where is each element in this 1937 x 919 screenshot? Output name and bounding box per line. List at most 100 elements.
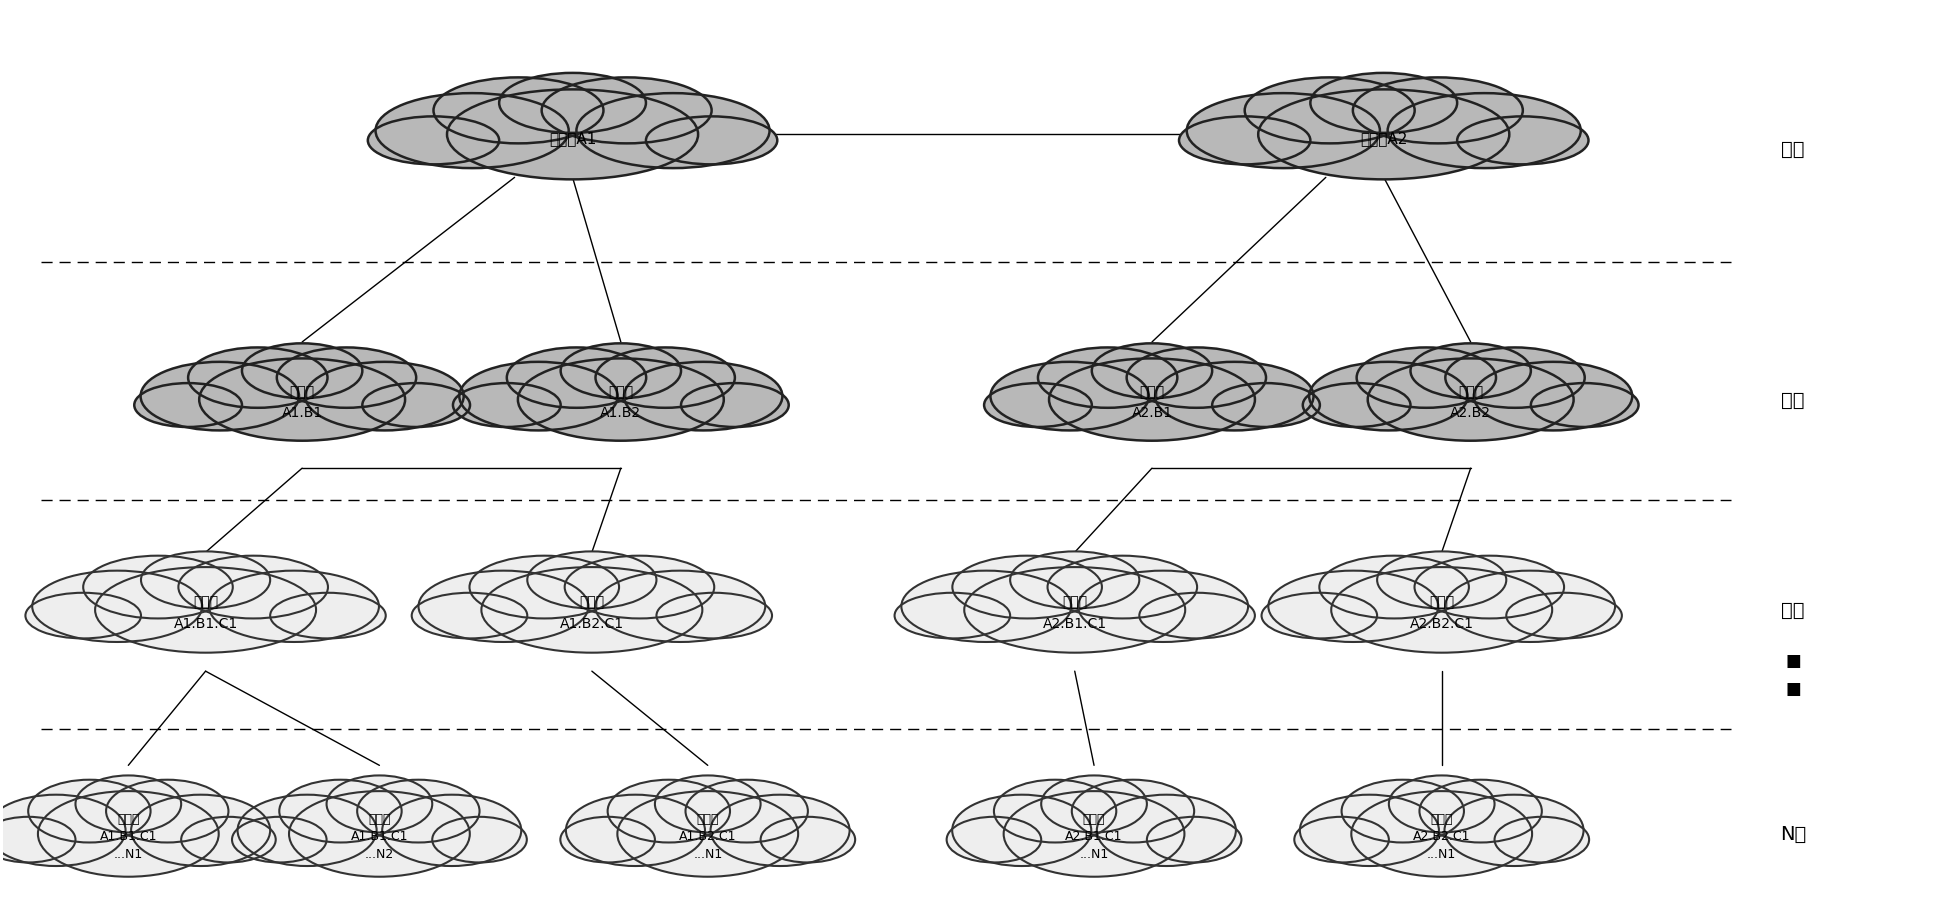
Ellipse shape bbox=[953, 556, 1102, 618]
Ellipse shape bbox=[141, 362, 298, 431]
Ellipse shape bbox=[500, 74, 645, 134]
Ellipse shape bbox=[200, 359, 405, 441]
Ellipse shape bbox=[560, 344, 682, 399]
Ellipse shape bbox=[178, 556, 327, 618]
Text: A2.B1.C1: A2.B1.C1 bbox=[1065, 829, 1123, 842]
Ellipse shape bbox=[432, 817, 527, 863]
Ellipse shape bbox=[994, 780, 1116, 843]
Text: A1.B2.C1: A1.B2.C1 bbox=[680, 829, 736, 842]
Ellipse shape bbox=[595, 348, 734, 408]
Text: A2.B2.C1: A2.B2.C1 bbox=[1410, 616, 1474, 630]
Ellipse shape bbox=[1092, 344, 1213, 399]
Ellipse shape bbox=[362, 384, 471, 427]
Ellipse shape bbox=[1038, 348, 1178, 408]
Ellipse shape bbox=[76, 776, 182, 833]
Ellipse shape bbox=[1042, 776, 1147, 833]
Ellipse shape bbox=[1387, 94, 1581, 169]
Text: 寻址域: 寻址域 bbox=[1430, 811, 1453, 825]
Ellipse shape bbox=[242, 344, 362, 399]
Ellipse shape bbox=[95, 567, 316, 653]
Ellipse shape bbox=[1213, 384, 1319, 427]
Ellipse shape bbox=[134, 384, 242, 427]
Ellipse shape bbox=[1096, 795, 1236, 866]
Ellipse shape bbox=[566, 795, 705, 866]
Ellipse shape bbox=[209, 571, 380, 642]
Ellipse shape bbox=[1187, 94, 1379, 169]
Text: 寻址域: 寻址域 bbox=[368, 811, 391, 825]
Text: 寻址域A1: 寻址域A1 bbox=[548, 131, 597, 146]
Ellipse shape bbox=[356, 780, 480, 843]
Ellipse shape bbox=[132, 795, 269, 866]
Text: 二级: 二级 bbox=[1782, 391, 1805, 410]
Ellipse shape bbox=[188, 348, 327, 408]
Ellipse shape bbox=[1154, 362, 1313, 431]
Ellipse shape bbox=[83, 556, 232, 618]
Text: A1.B1.C1: A1.B1.C1 bbox=[351, 829, 409, 842]
Text: A1.B1.C1: A1.B1.C1 bbox=[174, 616, 238, 630]
Ellipse shape bbox=[761, 817, 854, 863]
Text: 寻址域: 寻址域 bbox=[1083, 811, 1106, 825]
Ellipse shape bbox=[1071, 780, 1195, 843]
Ellipse shape bbox=[418, 571, 589, 642]
Text: N级: N级 bbox=[1780, 824, 1807, 844]
Ellipse shape bbox=[984, 384, 1092, 427]
Ellipse shape bbox=[1139, 593, 1255, 639]
Ellipse shape bbox=[1410, 344, 1530, 399]
Ellipse shape bbox=[453, 384, 560, 427]
Ellipse shape bbox=[1309, 362, 1468, 431]
Ellipse shape bbox=[1377, 551, 1507, 608]
Ellipse shape bbox=[1261, 593, 1377, 639]
Text: 寻址域: 寻址域 bbox=[579, 595, 604, 608]
Ellipse shape bbox=[469, 556, 620, 618]
Ellipse shape bbox=[25, 593, 141, 639]
Ellipse shape bbox=[368, 118, 500, 165]
Text: ■: ■ bbox=[1786, 652, 1801, 669]
Ellipse shape bbox=[1259, 90, 1509, 180]
Ellipse shape bbox=[413, 593, 527, 639]
Ellipse shape bbox=[517, 359, 724, 441]
Ellipse shape bbox=[1356, 348, 1495, 408]
Ellipse shape bbox=[1294, 817, 1389, 863]
Ellipse shape bbox=[1414, 556, 1563, 618]
Ellipse shape bbox=[990, 362, 1149, 431]
Ellipse shape bbox=[1457, 118, 1588, 165]
Ellipse shape bbox=[965, 567, 1185, 653]
Text: A2.B2: A2.B2 bbox=[1451, 405, 1491, 419]
Ellipse shape bbox=[1342, 780, 1464, 843]
Ellipse shape bbox=[1269, 571, 1439, 642]
Text: 寻址域: 寻址域 bbox=[608, 385, 633, 399]
Text: A1.B1: A1.B1 bbox=[281, 405, 323, 419]
Text: 一级: 一级 bbox=[1782, 140, 1805, 158]
Ellipse shape bbox=[306, 362, 463, 431]
Ellipse shape bbox=[327, 776, 432, 833]
Ellipse shape bbox=[1050, 359, 1255, 441]
Ellipse shape bbox=[1445, 348, 1584, 408]
Ellipse shape bbox=[1147, 817, 1242, 863]
Ellipse shape bbox=[608, 780, 730, 843]
Ellipse shape bbox=[686, 780, 808, 843]
Ellipse shape bbox=[29, 780, 151, 843]
Ellipse shape bbox=[279, 780, 401, 843]
Ellipse shape bbox=[901, 571, 1071, 642]
Text: 寻址域: 寻址域 bbox=[1061, 595, 1087, 608]
Text: 寻址域: 寻址域 bbox=[194, 595, 219, 608]
Ellipse shape bbox=[1389, 776, 1495, 833]
Text: ...N1: ...N1 bbox=[1428, 846, 1457, 860]
Ellipse shape bbox=[1003, 791, 1184, 877]
Ellipse shape bbox=[507, 348, 647, 408]
Ellipse shape bbox=[1445, 571, 1615, 642]
Ellipse shape bbox=[1352, 791, 1532, 877]
Ellipse shape bbox=[595, 571, 765, 642]
Ellipse shape bbox=[1079, 571, 1247, 642]
Ellipse shape bbox=[269, 593, 385, 639]
Text: ■: ■ bbox=[1786, 679, 1801, 697]
Text: ...N1: ...N1 bbox=[693, 846, 723, 860]
Ellipse shape bbox=[33, 571, 201, 642]
Ellipse shape bbox=[232, 817, 327, 863]
Ellipse shape bbox=[953, 795, 1091, 866]
Text: 寻址域: 寻址域 bbox=[1459, 385, 1484, 399]
Ellipse shape bbox=[618, 791, 798, 877]
Text: 三级: 三级 bbox=[1782, 601, 1805, 619]
Ellipse shape bbox=[1495, 817, 1588, 863]
Text: A2.B1.C1: A2.B1.C1 bbox=[1042, 616, 1106, 630]
